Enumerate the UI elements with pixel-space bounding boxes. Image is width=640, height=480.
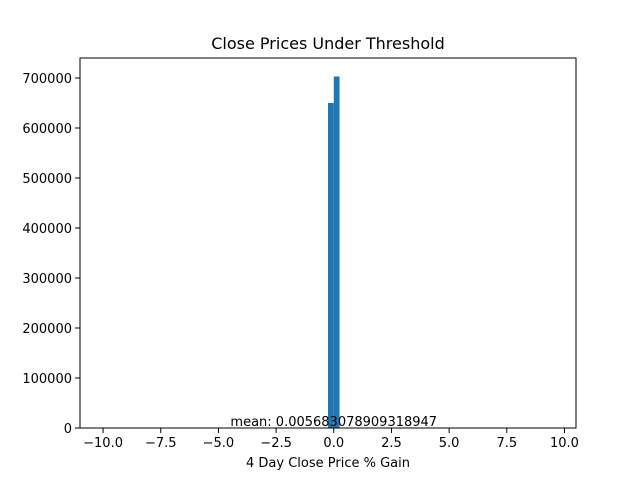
x-tick-label: 5.0 — [439, 436, 460, 451]
x-axis-label: 4 Day Close Price % Gain — [246, 456, 410, 471]
x-tick-label: −2.5 — [260, 436, 292, 451]
x-tick-label: 7.5 — [496, 436, 517, 451]
y-tick-label: 100000 — [22, 372, 72, 387]
x-axis-ticks: −10.0 −7.5 −5.0 −2.5 0.0 2.5 5.0 7.5 10.0 — [83, 428, 579, 451]
y-tick-label: 700000 — [22, 72, 72, 87]
x-tick-label: −10.0 — [83, 436, 123, 451]
x-tick-label: −5.0 — [203, 436, 235, 451]
y-tick-label: 200000 — [22, 322, 72, 337]
y-tick-label: 300000 — [22, 272, 72, 287]
x-tick-label: 10.0 — [550, 436, 579, 451]
histogram-bar-0 — [328, 103, 334, 428]
y-tick-label: 500000 — [22, 172, 72, 187]
y-axis-ticks: 0 100000 200000 300000 400000 500000 600000 700… — [22, 72, 80, 437]
chart-title: Close Prices Under Threshold — [211, 34, 445, 53]
mean-annotation: mean: 0.005683078909318947 — [230, 415, 437, 430]
plot-frame — [79, 57, 577, 429]
x-tick-label: −7.5 — [145, 436, 177, 451]
y-tick-label: 0 — [64, 422, 72, 437]
x-tick-label: 2.5 — [381, 436, 402, 451]
histogram-bar-1 — [333, 76, 340, 428]
y-tick-label: 400000 — [22, 222, 72, 237]
x-tick-label: 0.0 — [323, 436, 344, 451]
y-tick-label: 600000 — [22, 122, 72, 137]
bars-group — [328, 76, 340, 428]
